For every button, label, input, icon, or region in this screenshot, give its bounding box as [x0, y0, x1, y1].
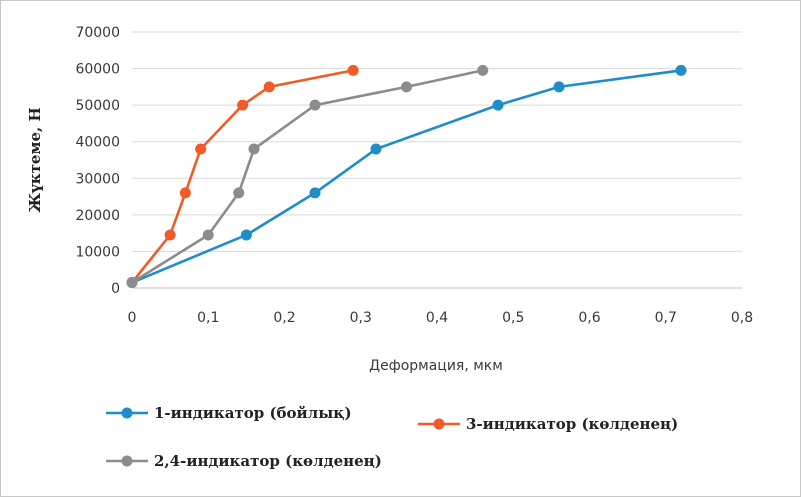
series-1-point	[240, 229, 252, 241]
series-2-point	[164, 229, 176, 241]
legend-label-3: 2,4-индикатор (көлденең)	[154, 452, 382, 470]
series-3-point	[401, 81, 412, 93]
x-tick-label: 0	[128, 310, 137, 326]
series-1-point	[370, 143, 382, 155]
legend-marker-3	[121, 455, 133, 467]
legend-marker-1	[121, 407, 133, 419]
series-2-point	[263, 81, 275, 93]
x-tick-label: 0,8	[731, 310, 753, 326]
x-tick-label: 0,2	[273, 310, 295, 326]
x-tick-label: 0,4	[426, 310, 448, 326]
y-tick-label: 30000	[75, 171, 120, 187]
series-3-point	[126, 277, 138, 289]
x-tick-label: 0,1	[197, 310, 219, 326]
x-tick-label: 0,5	[502, 310, 524, 326]
y-tick-label: 60000	[75, 62, 120, 78]
series-3-point	[233, 187, 245, 199]
axis-layer: 0 10000 20000 30000 40000 50000 60000 70000 0 0,1…	[75, 25, 753, 326]
y-tick-label: 0	[111, 281, 120, 297]
series-1-point	[492, 99, 504, 111]
legend-marker-2	[433, 418, 445, 430]
series-2-point	[347, 64, 359, 76]
y-tick-label: 10000	[75, 244, 120, 260]
y-axis-title: Жүктеме, Н	[26, 107, 44, 212]
series-2-point	[237, 99, 249, 111]
legend-layer: 1-индикатор (бойлық) 3-индикатор (көлдене…	[106, 404, 678, 470]
series-layer	[126, 64, 687, 289]
series-2-point	[179, 187, 191, 199]
series-1-point	[309, 187, 321, 199]
x-tick-label: 0,3	[350, 310, 372, 326]
series-3-point	[309, 99, 321, 111]
series-1-point	[675, 64, 687, 76]
y-tick-label: 40000	[75, 135, 120, 151]
y-tick-label: 70000	[75, 25, 120, 41]
x-tick-label: 0,6	[578, 310, 600, 326]
y-tick-label: 20000	[75, 208, 120, 224]
series-2-point	[195, 143, 207, 155]
x-tick-label: 0,7	[655, 310, 677, 326]
x-axis-title: Деформация, мкм	[369, 358, 503, 374]
series-1-point	[553, 81, 565, 93]
legend-label-1: 1-индикатор (бойлық)	[154, 404, 352, 422]
series-3-point	[248, 143, 260, 155]
series-3-point	[202, 229, 214, 241]
legend-label-2: 3-индикатор (көлденең)	[466, 415, 678, 433]
y-tick-label: 50000	[75, 98, 120, 114]
series-3-point	[477, 64, 489, 76]
